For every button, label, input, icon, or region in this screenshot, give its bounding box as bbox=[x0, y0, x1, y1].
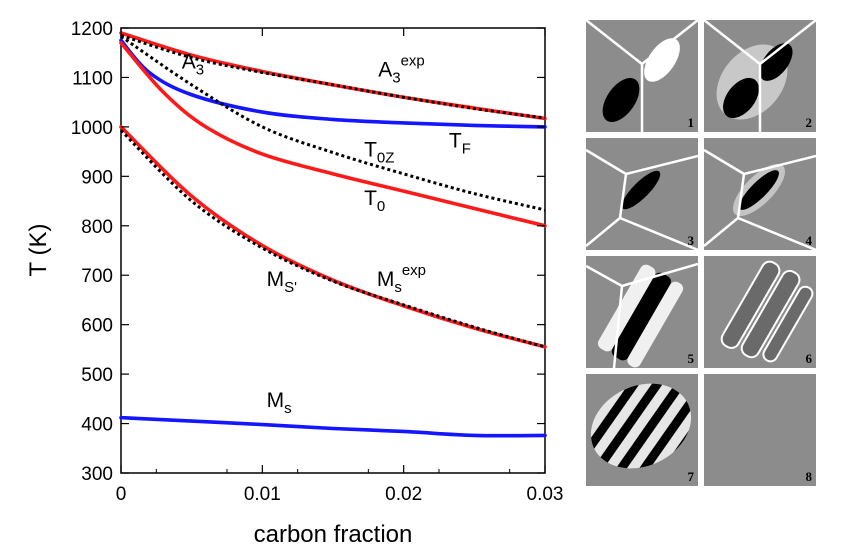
series-line-a3exp bbox=[120, 33, 546, 120]
panel-number: 4 bbox=[805, 233, 813, 248]
martensite-band-outline bbox=[762, 285, 814, 363]
phase-temperature-chart: 300 400 500 600 700 800 900 1000 1100 1200 0 0.01 0.… bbox=[25, 19, 564, 548]
twin-stripe bbox=[586, 374, 668, 475]
x-tick-label: 0.03 bbox=[527, 484, 564, 505]
panel-3: 3 bbox=[586, 138, 698, 250]
series-line-ms bbox=[119, 415, 547, 438]
series-line-msexp bbox=[119, 129, 546, 349]
x-tick-label: 0 bbox=[116, 484, 127, 505]
curve-label: MS' bbox=[267, 268, 298, 296]
y-tick-label: 1000 bbox=[71, 118, 113, 139]
grain-boundary bbox=[586, 173, 628, 247]
martensite-band-bright bbox=[597, 264, 656, 352]
curve-label: Msexp bbox=[377, 262, 426, 296]
martensite-band-outline bbox=[720, 260, 781, 349]
twin-stripe bbox=[599, 374, 698, 485]
panel-8: 8 bbox=[704, 374, 816, 486]
x-axis-label: carbon fraction bbox=[254, 521, 413, 548]
panel-number: 1 bbox=[687, 115, 695, 130]
y-tick-label: 400 bbox=[81, 415, 113, 436]
martensite-plate-dark bbox=[759, 43, 793, 81]
curve-label: Ms bbox=[267, 389, 292, 417]
martensite-plate-bright bbox=[644, 38, 680, 82]
series-line-t0z bbox=[120, 35, 546, 212]
y-tick-label: 700 bbox=[81, 266, 113, 287]
panel-6: 6 bbox=[704, 256, 816, 368]
panel-number: 7 bbox=[687, 469, 695, 484]
panel-number: 3 bbox=[687, 233, 695, 248]
curve-label: T0Z bbox=[364, 139, 394, 167]
grain-boundary bbox=[586, 148, 698, 176]
martensite-plate-dark bbox=[621, 170, 661, 210]
grain-boundary bbox=[612, 285, 624, 368]
x-tick-label: 0.01 bbox=[244, 484, 281, 505]
y-tick-label: 800 bbox=[81, 217, 113, 238]
martensite-band-bright bbox=[627, 281, 684, 368]
x-tick-label: 0.02 bbox=[385, 484, 422, 505]
curve-label: T0 bbox=[364, 187, 385, 215]
grain-boundary bbox=[737, 216, 816, 250]
grain-boundary bbox=[704, 173, 746, 247]
series-line-a3 bbox=[119, 31, 547, 121]
curve-label: TF bbox=[449, 130, 471, 158]
y-tick-label: 1100 bbox=[72, 68, 113, 89]
martensite-band-outline bbox=[740, 269, 801, 359]
y-axis-label: T (K) bbox=[25, 224, 52, 277]
panel-4: 4 bbox=[704, 138, 816, 250]
curve-label: A3 bbox=[182, 51, 204, 79]
grain-boundary bbox=[704, 148, 816, 176]
panel-5: 5 bbox=[586, 256, 698, 368]
series-line-tf bbox=[119, 38, 547, 129]
panel-number: 6 bbox=[805, 351, 813, 366]
series-line-ms bbox=[119, 125, 547, 349]
grain-boundary bbox=[619, 216, 698, 250]
curve-label: A3exp bbox=[378, 52, 425, 86]
series-line-t0 bbox=[119, 41, 547, 228]
martensite-plate-dark bbox=[739, 170, 779, 210]
panel-number: 8 bbox=[805, 469, 813, 484]
y-tick-label: 500 bbox=[81, 365, 113, 386]
panel-2: 2 bbox=[704, 20, 816, 132]
martensite-plate-dark bbox=[723, 77, 759, 119]
y-tick-label: 600 bbox=[81, 316, 113, 337]
panel-1: 1 bbox=[586, 20, 698, 132]
panel-number: 2 bbox=[805, 115, 813, 130]
y-tick-label: 900 bbox=[81, 167, 113, 188]
y-tick-label: 300 bbox=[81, 464, 113, 485]
martensite-band-dark bbox=[611, 272, 671, 361]
y-tick-label: 1200 bbox=[71, 19, 113, 40]
grain-boundary bbox=[586, 20, 698, 66]
panel-number: 5 bbox=[687, 351, 695, 366]
plot-frame bbox=[120, 27, 546, 474]
panel-7: 7 bbox=[586, 374, 698, 486]
martensite-plate-dark bbox=[602, 78, 640, 122]
